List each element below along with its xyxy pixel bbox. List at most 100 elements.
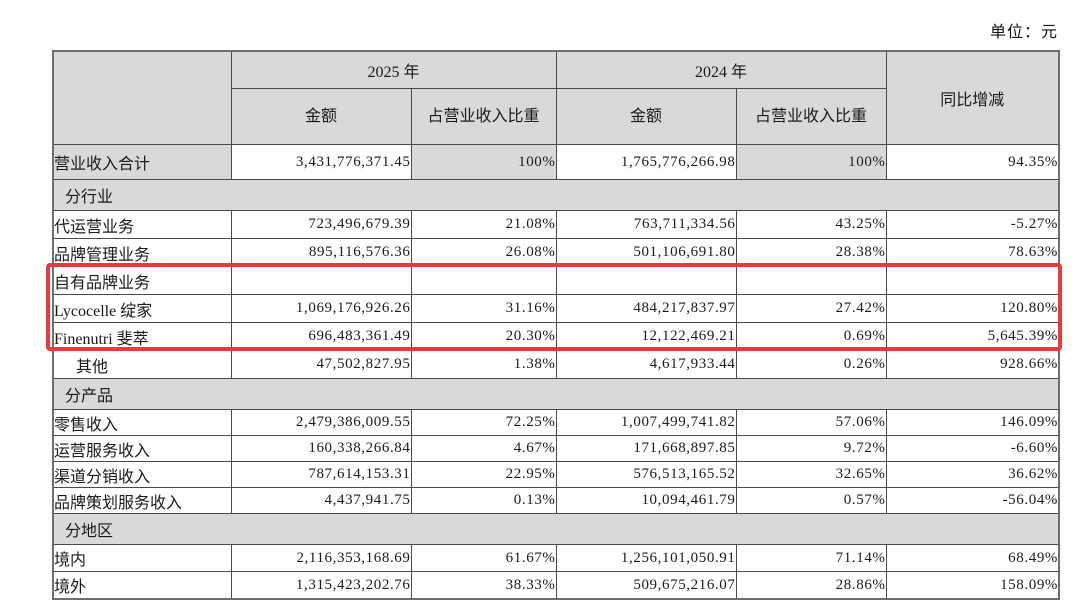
pct-2024-cell: 43.25% — [735, 210, 887, 239]
yoy-cell: -56.04% — [885, 487, 1060, 514]
row-label: 营业收入合计 — [52, 144, 232, 180]
pct-2025-cell: 21.08% — [410, 210, 557, 239]
pct-2025-header: 占营业收入比重 — [410, 88, 557, 145]
amount-2025-cell: 895,116,576.36 — [230, 238, 412, 267]
yoy-cell: 120.80% — [885, 294, 1060, 323]
pct-2025-cell: 0.13% — [410, 487, 557, 514]
table-row-other: 其他 47,502,827.95 1.38% 4,617,933.44 0.26… — [52, 350, 1060, 379]
amount-2024-cell: 1,765,776,266.98 — [555, 144, 737, 180]
row-label: 品牌管理业务 — [52, 238, 232, 267]
table-row: 运营服务收入 160,338,266.84 4.67% 171,668,897.… — [52, 435, 1060, 462]
pct-2025-cell: 1.38% — [410, 350, 557, 379]
pct-2025-cell: 22.95% — [410, 461, 557, 488]
header-row-years: 2025 年 2024 年 同比增减 — [52, 50, 1060, 145]
amount-2024-cell: 12,122,469.21 — [555, 322, 737, 351]
amount-2025-cell — [230, 266, 412, 295]
table-row-lycocelle: Lycocelle 绽家 1,069,176,926.26 31.16% 484… — [52, 294, 1060, 323]
yoy-cell: 928.66% — [885, 350, 1060, 379]
row-label: 零售收入 — [52, 409, 232, 436]
amount-2024-header: 金额 — [555, 88, 737, 145]
section-label: 分地区 — [52, 513, 1060, 545]
yoy-cell: 36.62% — [885, 461, 1060, 488]
amount-2024-cell: 509,675,216.07 — [555, 571, 737, 600]
pct-2024-cell — [735, 266, 887, 295]
table-row: 品牌管理业务 895,116,576.36 26.08% 501,106,691… — [52, 238, 1060, 267]
pct-2025-cell: 20.30% — [410, 322, 557, 351]
pct-2024-cell: 28.86% — [735, 571, 887, 600]
amount-2024-cell: 501,106,691.80 — [555, 238, 737, 267]
row-label: Finenutri 斐萃 — [52, 322, 232, 351]
pct-2024-cell: 0.69% — [735, 322, 887, 351]
yoy-header: 同比增减 — [885, 50, 1060, 145]
amount-2024-cell: 763,711,334.56 — [555, 210, 737, 239]
section-label: 分行业 — [52, 179, 1060, 211]
pct-2024-cell: 100% — [735, 144, 887, 180]
row-label: 渠道分销收入 — [52, 461, 232, 488]
yoy-cell: 94.35% — [885, 144, 1060, 180]
amount-2025-cell: 160,338,266.84 — [230, 435, 412, 462]
pct-2025-cell: 100% — [410, 144, 557, 180]
amount-2025-cell: 2,116,353,168.69 — [230, 544, 412, 572]
yoy-cell: 5,645.39% — [885, 322, 1060, 351]
pct-2024-cell: 0.57% — [735, 487, 887, 514]
row-label: 品牌策划服务收入 — [52, 487, 232, 514]
amount-2025-cell: 696,483,361.49 — [230, 322, 412, 351]
pct-2024-cell: 71.14% — [735, 544, 887, 572]
row-label: 运营服务收入 — [52, 435, 232, 462]
pct-2025-cell: 38.33% — [410, 571, 557, 600]
pct-2025-cell: 31.16% — [410, 294, 557, 323]
pct-2025-cell: 72.25% — [410, 409, 557, 436]
pct-2025-cell: 61.67% — [410, 544, 557, 572]
table-row: 代运营业务 723,496,679.39 21.08% 763,711,334.… — [52, 210, 1060, 239]
section-row-by-industry: 分行业 — [52, 179, 1060, 211]
amount-2024-cell: 171,668,897.85 — [555, 435, 737, 462]
amount-2025-cell: 1,069,176,926.26 — [230, 294, 412, 323]
pct-2024-cell: 9.72% — [735, 435, 887, 462]
yoy-cell — [885, 266, 1060, 295]
header-row-measures: 金额 占营业收入比重 金额 占营业收入比重 — [53, 88, 1059, 145]
amount-2025-cell: 2,479,386,009.55 — [230, 409, 412, 436]
unit-label: 单位：元 — [989, 24, 1058, 41]
row-label: 代运营业务 — [52, 210, 232, 239]
pct-2025-cell: 26.08% — [410, 238, 557, 267]
row-label: Lycocelle 绽家 — [52, 294, 232, 323]
amount-2024-cell: 1,007,499,741.82 — [555, 409, 737, 436]
pct-2024-cell: 27.42% — [735, 294, 887, 323]
amount-2024-cell — [555, 266, 737, 295]
yoy-cell: 68.49% — [885, 544, 1060, 572]
amount-2025-header: 金额 — [230, 88, 412, 145]
year-2025-header: 2025 年 — [230, 50, 557, 89]
yoy-cell: 146.09% — [885, 409, 1060, 436]
table-row-overseas: 境外 1,315,423,202.76 38.33% 509,675,216.0… — [52, 571, 1060, 600]
row-label: 境内 — [52, 544, 232, 572]
pct-2024-cell: 28.38% — [735, 238, 887, 267]
revenue-breakdown-table: 2025 年 2024 年 同比增减 金额 占营业收入比重 金额 占营业收入比重… — [52, 50, 1061, 600]
amount-2024-cell: 576,513,165.52 — [555, 461, 737, 488]
table-row-domestic: 境内 2,116,353,168.69 61.67% 1,256,101,050… — [52, 544, 1060, 572]
row-label: 其他 — [52, 350, 232, 379]
amount-2025-cell: 3,431,776,371.45 — [230, 144, 412, 180]
table-row-own-brand: 自有品牌业务 — [52, 266, 1060, 295]
pct-2024-cell: 32.65% — [735, 461, 887, 488]
amount-2024-cell: 1,256,101,050.91 — [555, 544, 737, 572]
table-row: 零售收入 2,479,386,009.55 72.25% 1,007,499,7… — [52, 409, 1060, 436]
amount-2025-cell: 47,502,827.95 — [230, 350, 412, 379]
row-label: 境外 — [52, 571, 232, 600]
corner-blank-cell — [52, 50, 232, 145]
yoy-cell: -6.60% — [885, 435, 1060, 462]
pct-2025-cell: 4.67% — [410, 435, 557, 462]
section-label: 分产品 — [52, 378, 1060, 410]
amount-2024-cell: 484,217,837.97 — [555, 294, 737, 323]
pct-2025-cell — [410, 266, 557, 295]
pct-2024-cell: 0.26% — [735, 350, 887, 379]
yoy-cell: 78.63% — [885, 238, 1060, 267]
pct-2024-cell: 57.06% — [735, 409, 887, 436]
table-row: 品牌策划服务收入 4,437,941.75 0.13% 10,094,461.7… — [52, 487, 1060, 514]
amount-2025-cell: 787,614,153.31 — [230, 461, 412, 488]
amount-2025-cell: 4,437,941.75 — [230, 487, 412, 514]
table-row-total: 营业收入合计 3,431,776,371.45 100% 1,765,776,2… — [52, 144, 1060, 180]
table-row-finenutri: Finenutri 斐萃 696,483,361.49 20.30% 12,12… — [52, 322, 1060, 351]
row-label: 自有品牌业务 — [52, 266, 232, 295]
amount-2024-cell: 4,617,933.44 — [555, 350, 737, 379]
